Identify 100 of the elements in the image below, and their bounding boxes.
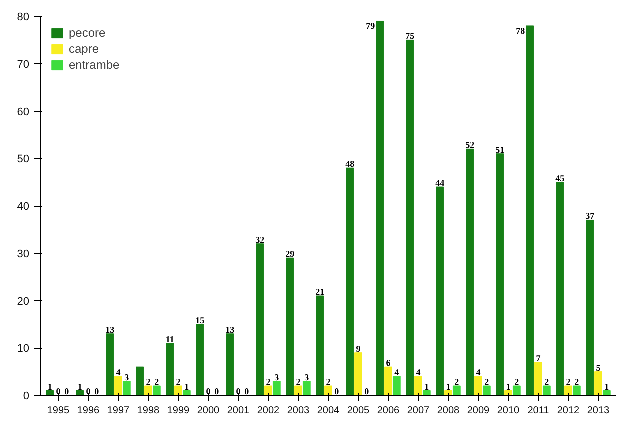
data-label: 4 xyxy=(476,368,482,378)
bar xyxy=(436,186,444,396)
bar xyxy=(384,366,392,396)
data-label: 3 xyxy=(274,372,280,382)
x-tick-label: 1998 xyxy=(137,406,160,416)
data-label: 1 xyxy=(506,382,512,392)
data-label: 0 xyxy=(244,386,250,396)
data-label: 0 xyxy=(206,386,212,396)
data-label: 52 xyxy=(466,140,476,150)
x-tick-label: 1996 xyxy=(77,406,100,416)
data-label: 2 xyxy=(454,377,460,388)
bar xyxy=(466,148,474,396)
x-tick-label: 1999 xyxy=(167,406,190,416)
bar xyxy=(542,386,551,396)
data-label: 0 xyxy=(86,386,92,396)
data-label: 44 xyxy=(436,178,446,188)
bar xyxy=(122,381,131,396)
x-tick-label: 2005 xyxy=(347,406,370,416)
data-label: 0 xyxy=(94,386,100,396)
data-label: 4 xyxy=(116,368,122,378)
bar xyxy=(152,386,161,396)
data-label: 4 xyxy=(416,368,422,378)
x-tick-label: 2001 xyxy=(227,406,250,416)
y-tick-label: 50 xyxy=(17,154,30,166)
bar xyxy=(406,40,414,396)
bar xyxy=(482,386,491,396)
bar xyxy=(564,386,572,396)
bar xyxy=(556,182,564,396)
x-tick-label: 2008 xyxy=(437,406,460,416)
y-tick-label: 60 xyxy=(17,106,30,118)
bar xyxy=(526,26,534,396)
data-label: 0 xyxy=(64,386,70,396)
legend-label: capre xyxy=(69,42,100,56)
y-tick-label: 70 xyxy=(17,58,30,71)
bar xyxy=(324,386,332,396)
data-label: 21 xyxy=(316,287,326,298)
data-label: 6 xyxy=(386,358,392,368)
bar xyxy=(136,366,144,396)
data-label: 4 xyxy=(394,368,400,378)
y-tick-label: 0 xyxy=(23,390,30,402)
bar xyxy=(196,324,204,396)
data-label: 2 xyxy=(514,377,520,388)
data-label: 75 xyxy=(406,31,416,42)
data-label: 2 xyxy=(566,377,572,388)
bar xyxy=(594,372,602,396)
bar xyxy=(414,376,422,396)
data-label: 5 xyxy=(596,362,602,373)
bar xyxy=(602,390,611,396)
x-tick-label: 2004 xyxy=(317,406,340,416)
data-label: 1 xyxy=(78,382,83,392)
x-tick-label: 2012 xyxy=(557,406,580,416)
legend-label: pecore xyxy=(69,26,106,40)
bar xyxy=(106,334,114,396)
bar xyxy=(354,352,362,396)
bar xyxy=(286,258,294,396)
bar xyxy=(392,376,401,396)
bar xyxy=(302,381,311,396)
bar xyxy=(294,386,302,396)
data-label: 1 xyxy=(446,382,452,392)
bar xyxy=(114,376,122,396)
data-label: 29 xyxy=(286,249,296,260)
data-label: 2 xyxy=(484,377,490,388)
bar xyxy=(182,390,191,396)
data-label: 1 xyxy=(604,382,610,392)
x-tick-label: 2010 xyxy=(497,406,520,416)
legend-label: entrambe xyxy=(69,58,120,72)
data-label: 11 xyxy=(166,334,175,344)
bar xyxy=(166,343,174,396)
bar xyxy=(174,386,182,396)
bar xyxy=(452,386,461,396)
y-tick-label: 80 xyxy=(17,12,30,24)
data-label: 2 xyxy=(544,377,550,388)
data-label: 7 xyxy=(536,353,542,364)
data-label: 15 xyxy=(196,315,206,326)
y-tick-label: 10 xyxy=(17,343,30,356)
bar xyxy=(272,381,281,396)
bar xyxy=(586,220,594,396)
data-label: 2 xyxy=(574,377,580,388)
bar xyxy=(496,154,504,396)
x-tick-label: 2011 xyxy=(528,406,550,416)
data-label: 13 xyxy=(106,324,116,335)
bar xyxy=(534,362,542,396)
data-label: 51 xyxy=(496,144,506,155)
data-label: 3 xyxy=(124,372,130,382)
bar xyxy=(226,334,234,396)
data-label: 13 xyxy=(226,324,236,335)
data-label: 2 xyxy=(176,377,182,388)
x-tick-label: 2006 xyxy=(377,406,400,416)
data-label: 0 xyxy=(214,386,220,396)
data-label: 45 xyxy=(556,173,566,184)
bar xyxy=(346,168,354,396)
data-label: 78 xyxy=(516,26,526,36)
bar xyxy=(46,390,54,396)
data-label: 79 xyxy=(366,21,376,32)
x-tick-label: 2009 xyxy=(467,406,490,416)
bar xyxy=(376,20,384,396)
data-label: 9 xyxy=(356,344,362,354)
x-tick-label: 2003 xyxy=(287,406,310,416)
data-label: 32 xyxy=(256,234,266,245)
y-tick-label: 20 xyxy=(17,296,30,308)
